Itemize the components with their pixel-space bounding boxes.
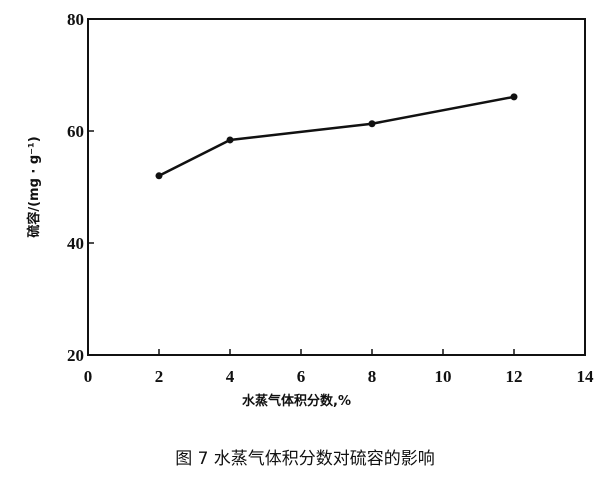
x-tick-label: 8 <box>368 367 377 386</box>
data-point <box>510 93 518 101</box>
data-point <box>226 136 234 144</box>
x-axis-label: 水蒸气体积分数,% <box>242 393 351 409</box>
y-tick-label: 20 <box>67 346 84 365</box>
y-tick-label: 80 <box>67 10 84 29</box>
chart: 0 2 4 6 8 10 12 14 20 40 60 80 水蒸气体积分数,% 硫容/(mg · g⁻¹… <box>26 10 595 409</box>
x-tick-label: 4 <box>226 367 235 386</box>
x-tick-label: 2 <box>155 367 164 386</box>
x-tick-label: 12 <box>506 367 523 386</box>
figure-caption: 图 7 水蒸气体积分数对硫容的影响 <box>175 449 435 469</box>
y-axis-label: 硫容/(mg · g⁻¹) <box>26 136 42 237</box>
x-tick-label: 14 <box>577 367 595 386</box>
x-tick-label: 6 <box>297 367 306 386</box>
data-point <box>368 120 376 128</box>
plot-frame <box>87 18 586 356</box>
series-line <box>158 95 515 177</box>
data-point <box>155 172 163 180</box>
y-tick-label: 40 <box>67 234 84 253</box>
x-tick-label: 0 <box>84 367 93 386</box>
y-tick-label: 60 <box>67 122 84 141</box>
x-tick-label: 10 <box>435 367 452 386</box>
